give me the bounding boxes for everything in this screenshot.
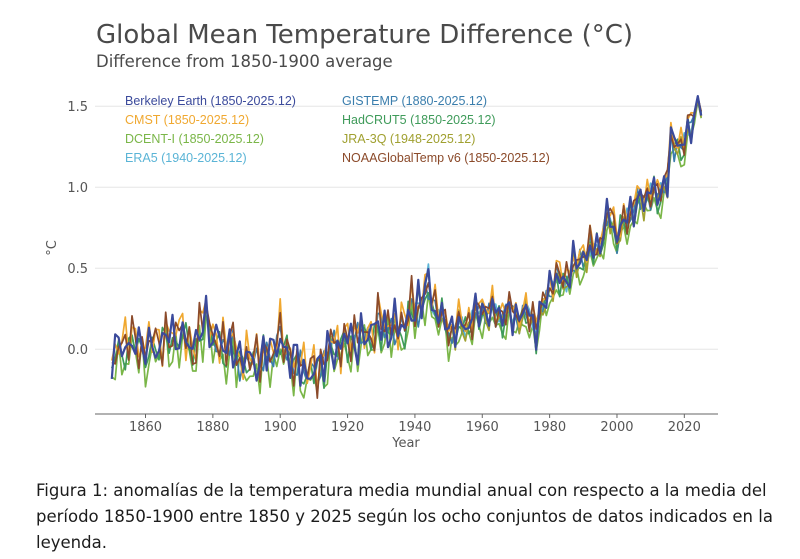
- x-axis-label: Year: [391, 436, 420, 451]
- x-tick-label: 1860: [129, 420, 162, 435]
- series-line-1: [110, 94, 703, 387]
- gridlines: [95, 105, 718, 350]
- y-tick-label: 0.5: [67, 262, 88, 277]
- x-tick-label: 2020: [668, 420, 701, 435]
- x-tick-label: 1880: [196, 420, 229, 435]
- x-tick-label: 1980: [533, 420, 566, 435]
- legend: Berkeley Earth (1850-2025.12) CMST (1850-…: [125, 94, 550, 165]
- legend-entry: DCENT-I (1850-2025.12): [125, 132, 264, 146]
- temperature-chart: Global Mean Temperature Difference (°C) …: [45, 20, 718, 451]
- y-tick-label: 0.0: [67, 343, 88, 358]
- axis-ticks: 0.0 0.5 1.0 1.5 1860 1880 1900 1920 1940 1960 1980…: [67, 100, 701, 435]
- chart-title: Global Mean Temperature Difference (°C): [96, 20, 633, 50]
- legend-entry: HadCRUT5 (1850-2025.12): [342, 113, 496, 127]
- legend-entry: JRA-3Q (1948-2025.12): [342, 132, 475, 146]
- x-tick-label: 1920: [331, 420, 364, 435]
- x-tick-label: 1960: [466, 420, 499, 435]
- y-tick-label: 1.5: [67, 100, 88, 115]
- figure-caption: Figura 1: anomalías de la temperatura me…: [36, 481, 773, 552]
- y-tick-label: 1.0: [67, 181, 88, 196]
- x-tick-label: 2000: [600, 420, 633, 435]
- legend-entry: CMST (1850-2025.12): [125, 113, 249, 127]
- legend-entry: GISTEMP (1880-2025.12): [342, 94, 487, 108]
- x-tick-label: 1940: [398, 420, 431, 435]
- legend-entry: NOAAGlobalTemp v6 (1850-2025.12): [342, 151, 550, 165]
- chart-subtitle: Difference from 1850-1900 average: [96, 52, 393, 71]
- y-axis-label: °C: [45, 240, 60, 256]
- x-tick-label: 1900: [264, 420, 297, 435]
- series-lines: [110, 94, 703, 399]
- legend-entry: ERA5 (1940-2025.12): [125, 151, 247, 165]
- legend-entry: Berkeley Earth (1850-2025.12): [125, 94, 296, 108]
